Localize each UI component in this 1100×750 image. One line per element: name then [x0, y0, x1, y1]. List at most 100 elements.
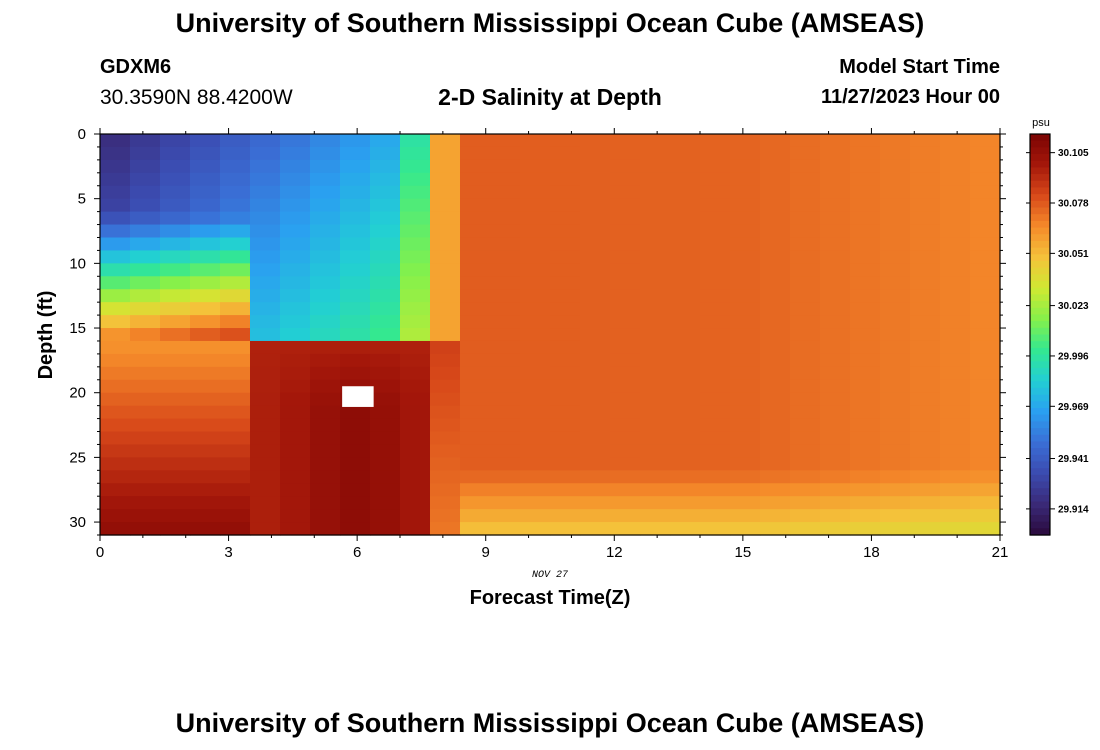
heatmap-cell — [850, 444, 881, 458]
heatmap-cell — [700, 315, 731, 329]
heatmap-cell — [490, 444, 521, 458]
heatmap-cell — [640, 224, 671, 239]
colorbar-segment — [1030, 167, 1050, 175]
x-axis-label: Forecast Time(Z) — [470, 587, 631, 609]
heatmap-cell — [190, 289, 221, 303]
heatmap-cell — [610, 224, 641, 239]
heatmap-cell — [790, 172, 821, 187]
heatmap-cell — [190, 431, 221, 446]
y-tick-label: 10 — [69, 255, 86, 272]
heatmap-cell — [970, 185, 1001, 200]
heatmap-cell — [850, 522, 881, 536]
heatmap-cell — [190, 366, 221, 381]
heatmap-cell — [610, 328, 641, 342]
heatmap-cell — [430, 328, 461, 342]
heatmap-cell — [760, 366, 791, 381]
heatmap-cell — [790, 328, 821, 342]
heatmap-cell — [730, 211, 761, 226]
heatmap-cell — [610, 431, 641, 446]
heatmap-cell — [700, 418, 731, 433]
heatmap-cell — [190, 418, 221, 433]
heatmap-cell — [730, 250, 761, 264]
heatmap-cell — [820, 392, 851, 407]
heatmap-cell — [190, 483, 221, 497]
heatmap-cell — [790, 457, 821, 471]
heatmap-cell — [850, 276, 881, 290]
heatmap-cell — [880, 418, 911, 433]
heatmap-cell — [640, 483, 671, 497]
heatmap-cell — [730, 146, 761, 161]
heatmap-cell — [610, 185, 641, 200]
heatmap-cell — [190, 211, 221, 226]
heatmap-cell — [850, 185, 881, 200]
heatmap-cell — [160, 302, 191, 316]
heatmap-cell — [700, 237, 731, 252]
heatmap-cell — [730, 457, 761, 471]
heatmap-cell — [340, 353, 371, 368]
heatmap-cell — [490, 211, 521, 226]
heatmap-cell — [520, 198, 551, 213]
heatmap-cell — [550, 289, 581, 303]
heatmap-cell — [670, 315, 701, 329]
heatmap-cell — [880, 457, 911, 471]
heatmap-cell — [940, 522, 971, 536]
heatmap-cell — [790, 366, 821, 381]
heatmap-cell — [160, 522, 191, 536]
heatmap-cell — [400, 353, 431, 368]
heatmap-cell — [490, 340, 521, 355]
heatmap-cell — [490, 159, 521, 174]
heatmap-cell — [250, 418, 281, 433]
heatmap-cell — [850, 328, 881, 342]
heatmap-cell — [550, 315, 581, 329]
heatmap-cell — [310, 444, 341, 458]
heatmap-cell — [430, 366, 461, 381]
heatmap-cell — [100, 405, 131, 420]
heatmap-cell — [580, 302, 611, 316]
y-tick-label: 20 — [69, 385, 86, 402]
heatmap-cell — [730, 340, 761, 355]
heatmap-cell — [520, 379, 551, 394]
heatmap-cell — [940, 457, 971, 471]
heatmap-cell — [790, 276, 821, 290]
heatmap-cell — [790, 185, 821, 200]
heatmap-cell — [970, 457, 1001, 471]
heatmap-cell — [940, 172, 971, 187]
heatmap-cell — [730, 185, 761, 200]
heatmap-cell — [220, 340, 251, 355]
heatmap-cell — [340, 315, 371, 329]
heatmap-cell — [430, 470, 461, 484]
colorbar-segment — [1030, 307, 1050, 316]
heatmap-cell — [100, 457, 131, 471]
heatmap-cell — [250, 172, 281, 187]
heatmap-cell — [370, 509, 401, 523]
heatmap-cell — [100, 353, 131, 368]
heatmap-cell — [820, 379, 851, 394]
colorbar-segment — [1030, 200, 1050, 209]
heatmap-cell — [850, 134, 881, 148]
heatmap-cell — [490, 224, 521, 239]
heatmap-cell — [880, 405, 911, 420]
heatmap-cell — [430, 315, 461, 329]
heatmap-cell — [580, 418, 611, 433]
heatmap-cell — [640, 198, 671, 213]
colorbar-tick-label: 30.051 — [1058, 249, 1089, 260]
heatmap-cell — [100, 315, 131, 329]
heatmap-cell — [400, 431, 431, 446]
heatmap-cell — [520, 509, 551, 523]
heatmap-cell — [520, 302, 551, 316]
heatmap-cell — [310, 353, 341, 368]
heatmap-cell — [100, 237, 131, 252]
colorbar-tick-label: 29.969 — [1058, 402, 1089, 413]
heatmap-cell — [430, 263, 461, 277]
heatmap-cell — [160, 483, 191, 497]
heatmap-cell — [790, 224, 821, 239]
heatmap-cell — [580, 444, 611, 458]
heatmap-cell — [790, 263, 821, 277]
heatmap-cell — [130, 457, 161, 471]
heatmap-cell — [370, 211, 401, 226]
heatmap-cell — [250, 289, 281, 303]
heatmap-cell — [790, 198, 821, 213]
heatmap-cell — [940, 159, 971, 174]
heatmap-cell — [670, 353, 701, 368]
footer-title: University of Southern Mississippi Ocean… — [175, 708, 925, 738]
